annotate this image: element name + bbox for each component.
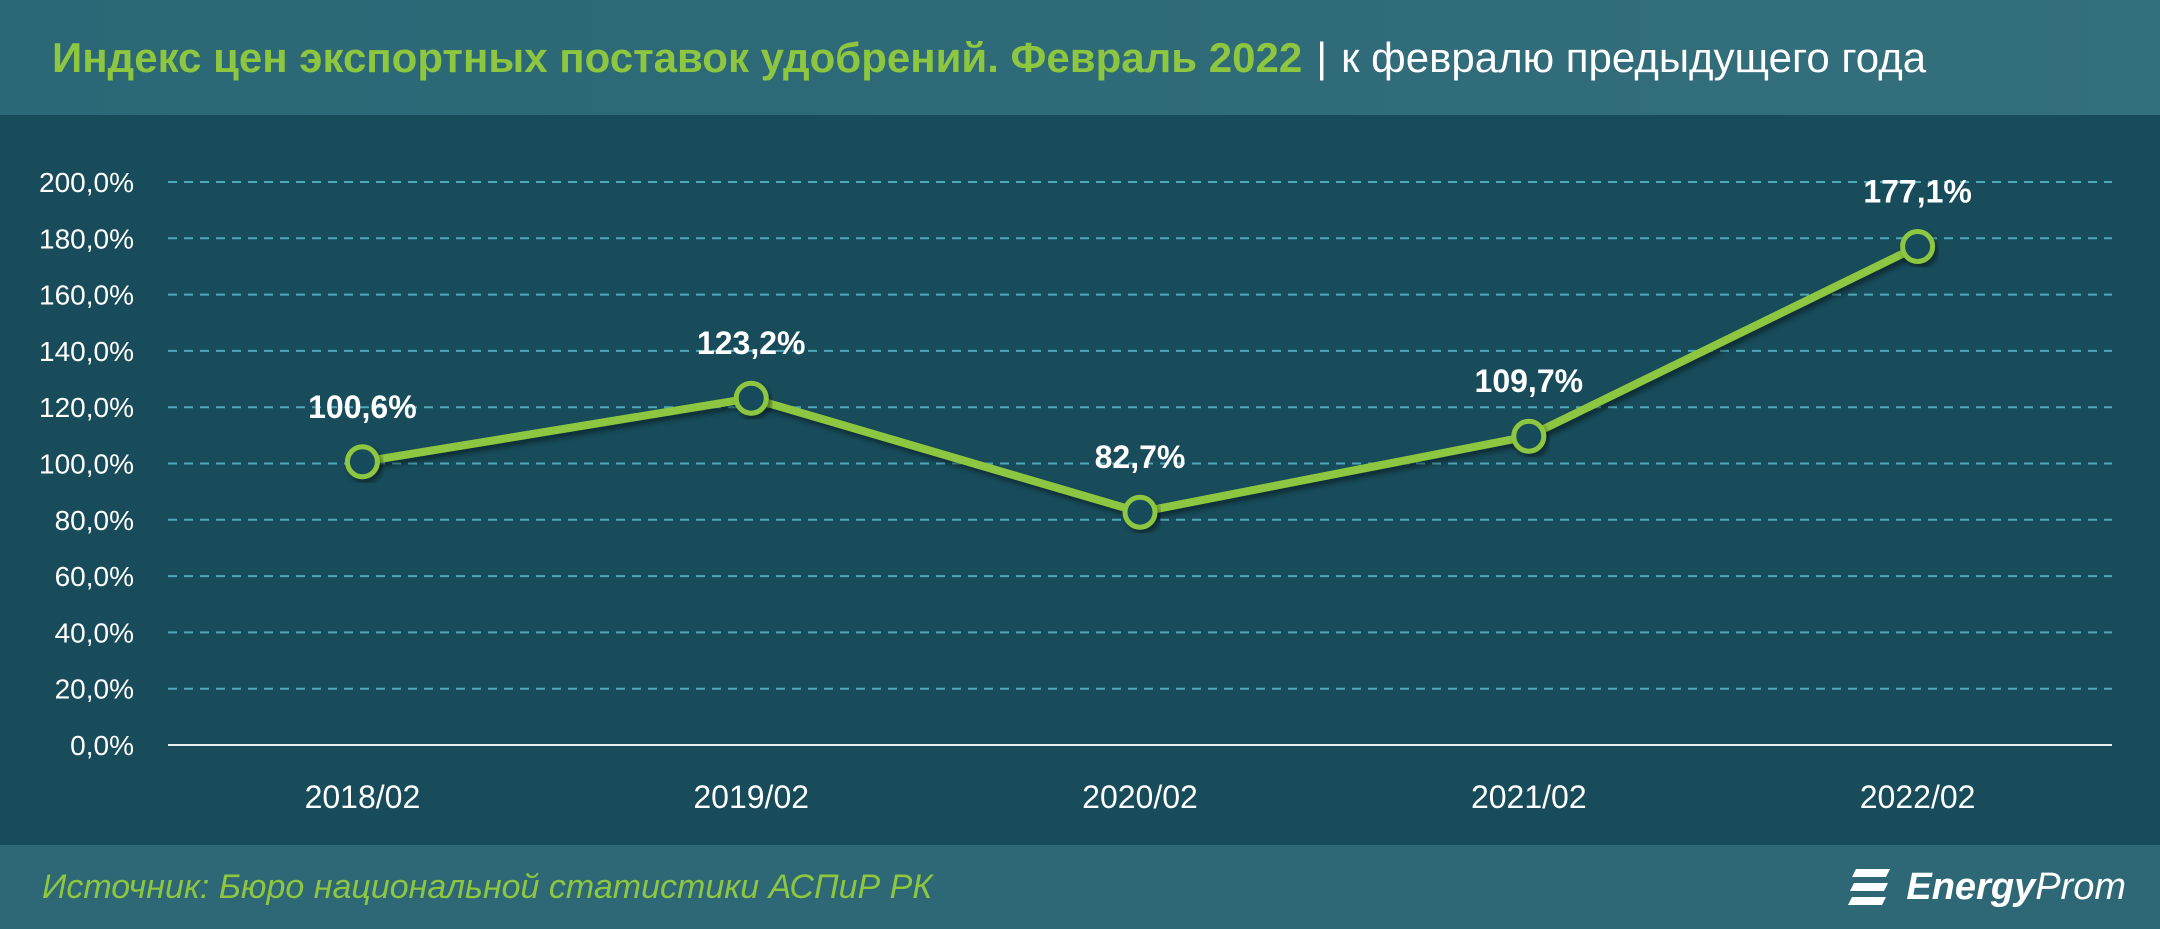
y-tick-label: 0,0% — [70, 730, 134, 761]
title-main: Индекс цен экспортных поставок удобрений… — [52, 34, 1303, 81]
data-label: 82,7% — [1095, 439, 1186, 475]
x-tick-label: 2021/02 — [1471, 779, 1587, 815]
data-label: 100,6% — [308, 389, 417, 425]
line-chart: 0,0% 20,0% 40,0% 60,0% 80,0% 100,0% 120,0% 140,… — [39, 167, 2112, 815]
brand-name-regular: Prom — [2035, 865, 2126, 908]
y-tick-label: 140,0% — [39, 336, 134, 367]
data-label: 177,1% — [1863, 173, 1972, 209]
source-note: Источник: Бюро национальной статистики А… — [42, 868, 933, 906]
data-label: 109,7% — [1475, 363, 1584, 399]
y-tick-label: 60,0% — [55, 561, 134, 592]
energyprom-logo-icon — [1848, 869, 1891, 905]
y-tick-label: 100,0% — [39, 449, 134, 480]
plot-area: 0,0% 20,0% 40,0% 60,0% 80,0% 100,0% 120,0% 140,… — [0, 115, 2160, 845]
title-separator: | — [1316, 34, 1328, 81]
brand-logo: EnergyProm — [1846, 859, 2126, 915]
x-tick-label: 2022/02 — [1860, 779, 1976, 815]
x-tick-label: 2020/02 — [1082, 779, 1198, 815]
x-tick-label: 2019/02 — [693, 779, 809, 815]
data-point — [1122, 494, 1158, 530]
data-point — [733, 380, 769, 416]
y-tick-label: 20,0% — [55, 674, 134, 705]
y-tick-label: 80,0% — [55, 505, 134, 536]
y-tick-label: 180,0% — [39, 223, 134, 254]
brand-name: EnergyProm — [1906, 866, 2126, 909]
y-tick-label: 40,0% — [55, 617, 134, 648]
data-point — [1511, 418, 1547, 454]
chart-footer: Источник: Бюро национальной статистики А… — [0, 845, 2160, 929]
x-tick-label: 2018/02 — [305, 779, 421, 815]
chart-title: Индекс цен экспортных поставок удобрений… — [52, 28, 1926, 88]
data-label: 123,2% — [697, 325, 806, 361]
y-tick-label: 160,0% — [39, 280, 134, 311]
y-tick-label: 200,0% — [39, 167, 134, 198]
data-point — [344, 444, 380, 480]
data-point — [1900, 228, 1936, 264]
chart-header: Индекс цен экспортных поставок удобрений… — [0, 0, 2160, 115]
y-tick-label: 120,0% — [39, 392, 134, 423]
brand-name-bold: Energy — [1906, 865, 2036, 908]
title-subtitle: к февралю предыдущего года — [1341, 34, 1927, 81]
